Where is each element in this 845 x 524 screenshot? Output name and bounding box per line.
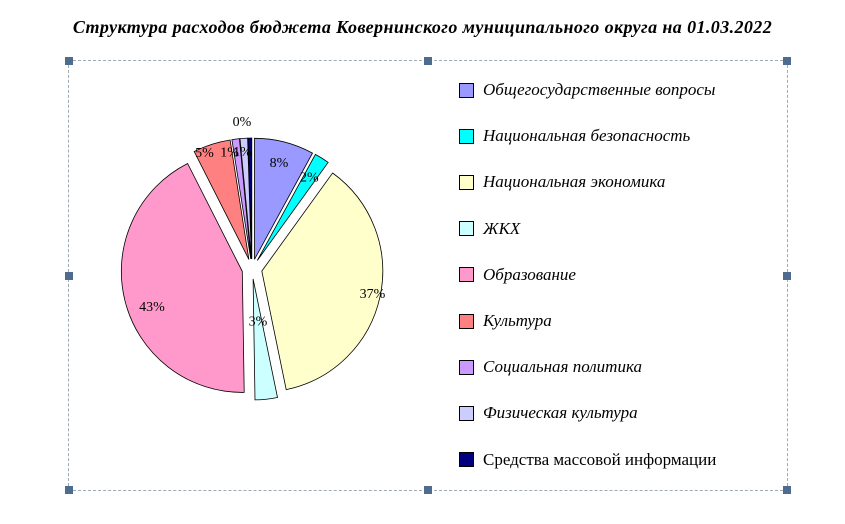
legend-swatch [459,267,474,283]
selection-handle-middle-left[interactable] [65,271,73,280]
selection-handle-middle-right[interactable] [783,271,791,280]
legend-label: Национальная экономика [483,172,666,192]
selection-handle-top-right[interactable] [783,57,791,65]
legend-swatch [459,405,474,421]
legend-label: ЖКХ [483,218,521,238]
legend-label: Культура [483,311,552,331]
legend-item[interactable]: Социальная политика [459,344,716,390]
pie-slice-1[interactable] [254,137,314,260]
chart-title: Структура расходов бюджета Ковернинского… [72,17,773,37]
legend-label: Национальная безопасность [483,126,691,146]
legend-swatch [459,174,474,190]
pie-slice-4[interactable] [252,278,278,401]
slice-percent-label: 0% [233,115,252,130]
legend-label: Физическая культура [483,403,638,423]
pie-slice-7[interactable] [231,138,252,260]
slice-percent-label: 5% [195,146,214,161]
legend-swatch [459,128,474,144]
legend-swatch [459,452,474,468]
slice-percent-label: 8% [270,156,289,171]
legend-item[interactable]: Культура [459,298,716,344]
pie-slice-3[interactable] [261,172,384,391]
legend-item[interactable]: Средства массовой информации [459,437,716,483]
pie-slice-5[interactable] [120,162,245,393]
selection-handle-top-middle[interactable] [424,57,432,65]
pie-slice-6[interactable] [193,139,250,260]
legend-item[interactable]: Национальная экономика [459,159,716,205]
legend-label: Социальная политика [483,357,642,377]
pie-slice-2[interactable] [256,153,329,261]
slice-percent-label: 1% [220,146,239,161]
legend-label: Средства массовой информации [483,449,717,469]
legend: Общегосударственные вопросы Национальная … [459,67,716,483]
pie-slice-8[interactable] [239,137,252,260]
chart-object-selection: Общегосударственные вопросы Национальная … [65,57,791,494]
legend-item[interactable]: Физическая культура [459,390,716,436]
slice-percent-label: 43% [139,300,165,315]
legend-swatch [459,359,474,375]
legend-item[interactable]: Национальная безопасность [459,113,716,159]
legend-swatch [459,221,474,237]
slice-percent-label: 1% [233,145,252,160]
slice-percent-label: 37% [360,287,386,302]
selection-handle-bottom-right[interactable] [783,486,791,494]
selection-handle-bottom-left[interactable] [65,486,73,494]
legend-swatch [459,313,474,329]
legend-swatch [459,82,474,98]
legend-item[interactable]: Образование [459,252,716,298]
legend-item[interactable]: Общегосударственные вопросы [459,67,716,113]
legend-label: Образование [483,264,576,284]
legend-item[interactable]: ЖКХ [459,206,716,252]
selection-handle-bottom-middle[interactable] [424,486,432,494]
legend-label: Общегосударственные вопросы [483,80,716,100]
pie-slice-9[interactable] [247,137,253,260]
slice-percent-label: 3% [249,315,268,330]
slice-percent-label: 2% [300,170,319,185]
selection-handle-top-left[interactable] [65,57,73,65]
